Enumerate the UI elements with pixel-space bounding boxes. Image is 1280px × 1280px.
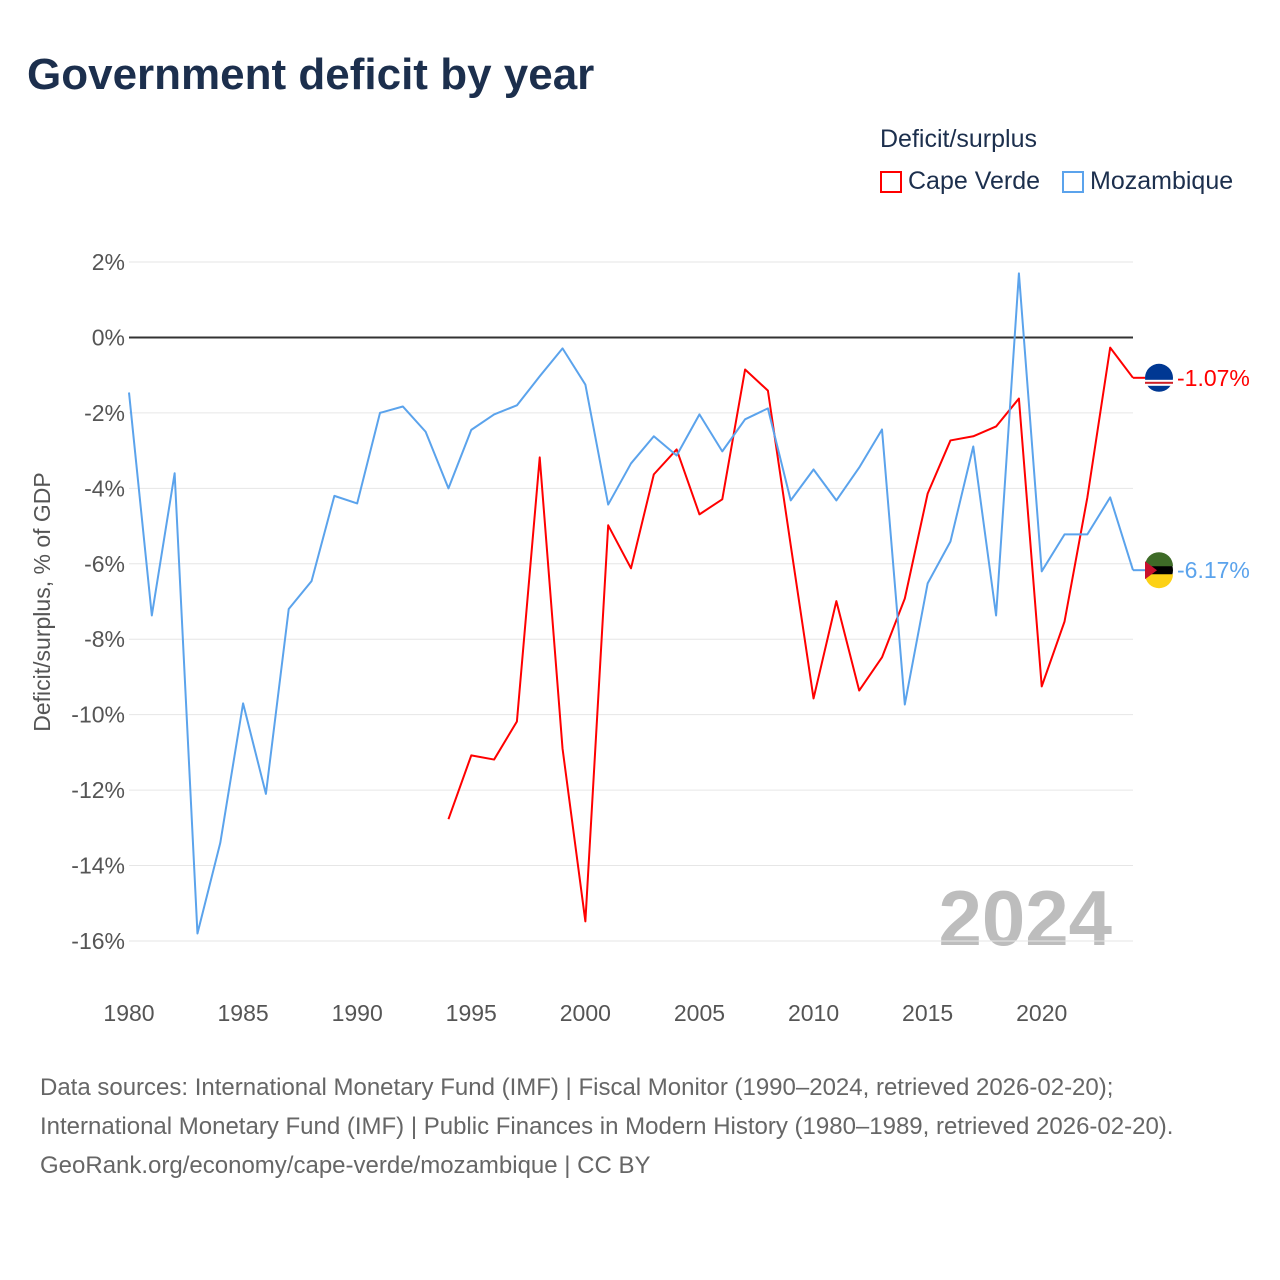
- y-axis-label: Deficit/surplus, % of GDP: [29, 472, 55, 731]
- flag-stripe: [1145, 381, 1173, 384]
- y-tick-label: -6%: [84, 551, 125, 577]
- flag-triangle: [1145, 561, 1157, 580]
- x-tick-label: 2015: [902, 1000, 953, 1026]
- legend-item-cape-verde[interactable]: Cape Verde: [880, 167, 1040, 196]
- y-tick-label: 0%: [92, 324, 125, 350]
- legend-label: Cape Verde: [908, 167, 1041, 195]
- cape-verde-flag-icon: [1145, 363, 1173, 392]
- x-tick-label: 2005: [674, 1000, 725, 1026]
- x-tick-label: 2000: [560, 1000, 611, 1026]
- y-tick-label: -2%: [84, 400, 125, 426]
- legend-title: Deficit/surplus: [880, 125, 1037, 153]
- end-value-label: -1.07%: [1177, 365, 1250, 391]
- y-tick-label: -4%: [84, 475, 125, 501]
- data-sources: Data sources: International Monetary Fun…: [40, 1074, 1174, 1140]
- y-tick-label: -8%: [84, 626, 125, 652]
- year-watermark: 2024: [938, 874, 1112, 962]
- y-tick-label: -14%: [71, 853, 125, 879]
- series-line-mozambique: [128, 272, 1134, 935]
- footer: Data sources: International Monetary Fun…: [40, 1068, 1240, 1185]
- series-line-cape-verde: [447, 346, 1134, 923]
- x-tick-label: 2010: [788, 1000, 839, 1026]
- x-tick-label: 1985: [218, 1000, 269, 1026]
- y-tick-label: 2%: [92, 249, 125, 275]
- x-tick-label: 1980: [103, 1000, 154, 1026]
- credit-link[interactable]: GeoRank.org/economy/cape-verde/mozambiqu…: [40, 1152, 651, 1179]
- end-value-label: -6.17%: [1177, 557, 1250, 583]
- legend-label: Mozambique: [1090, 167, 1234, 195]
- y-tick-label: -12%: [71, 777, 125, 803]
- x-tick-label: 1995: [446, 1000, 497, 1026]
- flag-stripe: [1145, 574, 1174, 589]
- x-tick-label: 1990: [332, 1000, 383, 1026]
- legend-item-mozambique[interactable]: Mozambique: [1062, 167, 1233, 196]
- flag-stripe: [1145, 552, 1174, 567]
- x-tick-label: 2020: [1016, 1000, 1067, 1026]
- legend-swatch-cape-verde: [880, 170, 902, 193]
- legend-swatch-mozambique: [1062, 170, 1084, 193]
- y-tick-label: -10%: [71, 702, 125, 728]
- y-tick-label: -16%: [71, 928, 125, 954]
- chart-title: Government deficit by year: [27, 50, 595, 99]
